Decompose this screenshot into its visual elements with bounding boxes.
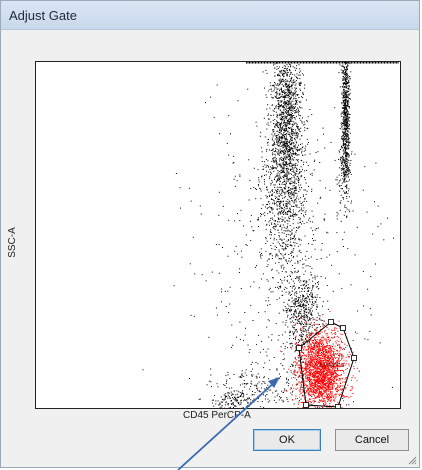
x-axis-label: CD45 PerCP-A	[183, 410, 251, 421]
gate-handle[interactable]	[340, 325, 346, 331]
gated-event-dots	[269, 311, 358, 408]
gate-handles[interactable]	[296, 319, 357, 409]
y-axis-label: SSC-A	[6, 227, 18, 258]
gate-label: Lymphs	[320, 362, 345, 369]
cancel-button[interactable]: Cancel	[335, 429, 409, 451]
gate-handle[interactable]	[303, 402, 309, 408]
dialog-title: Adjust Gate	[9, 8, 77, 23]
event-dots	[142, 62, 399, 408]
ok-button[interactable]: OK	[253, 429, 321, 451]
title-bar[interactable]: Adjust Gate	[1, 1, 419, 30]
gate-handle[interactable]	[335, 404, 341, 409]
resize-grip-icon[interactable]	[407, 455, 417, 465]
gate-handle[interactable]	[328, 319, 334, 325]
gate-handle[interactable]	[351, 355, 357, 361]
scatter-plot-canvas[interactable]: Lymphs	[36, 62, 400, 408]
scatter-plot[interactable]: Lymphs	[35, 61, 401, 409]
gate-handle[interactable]	[296, 345, 302, 351]
